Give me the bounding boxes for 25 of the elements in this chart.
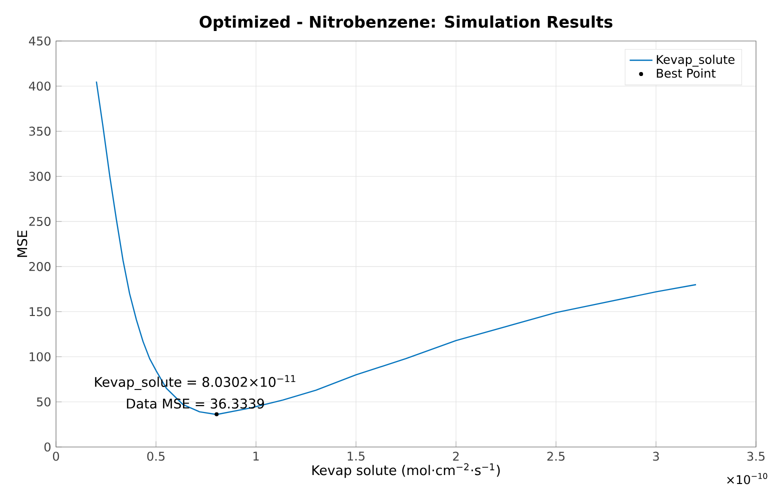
x-tick-label: 2.5: [547, 452, 564, 461]
x-tick-label: 1: [254, 452, 259, 460]
y-tick-label: 400: [28, 82, 50, 91]
x-tick-label: 0: [52, 452, 60, 461]
x-axis-title: Kevap solute (mol·cm$^{−2}$·s$^{−1}$): [312, 463, 500, 478]
chart-title: Optimized - Nitrobenzene: Simulation Results: [200, 15, 612, 31]
legend-label: Kevap_solute: [656, 54, 734, 67]
y-tick-label: 300: [29, 172, 50, 181]
legend-label: Best Point: [656, 68, 716, 78]
x-tick-label: 1.5: [348, 452, 364, 461]
y-tick-label: 450: [28, 36, 50, 46]
x-tick-label: 3: [653, 452, 659, 461]
y-tick-label: 50: [36, 397, 50, 406]
y-tick-label: 150: [30, 307, 50, 316]
text: ×10$^{−10}$: [727, 472, 768, 484]
y-tick-label: 100: [30, 352, 50, 362]
y-tick-label: 350: [29, 126, 50, 136]
line-series: [96, 80, 697, 416]
x-tick-label: 2: [453, 452, 459, 461]
y-tick-label: 0: [44, 442, 50, 452]
y-tick-label: 200: [29, 262, 50, 272]
y-tick-label: 250: [29, 216, 50, 226]
x-tick-label: 3.5: [747, 452, 764, 461]
y-axis-title: MSE: [17, 230, 28, 257]
x-tick-label: 0.5: [147, 452, 164, 461]
